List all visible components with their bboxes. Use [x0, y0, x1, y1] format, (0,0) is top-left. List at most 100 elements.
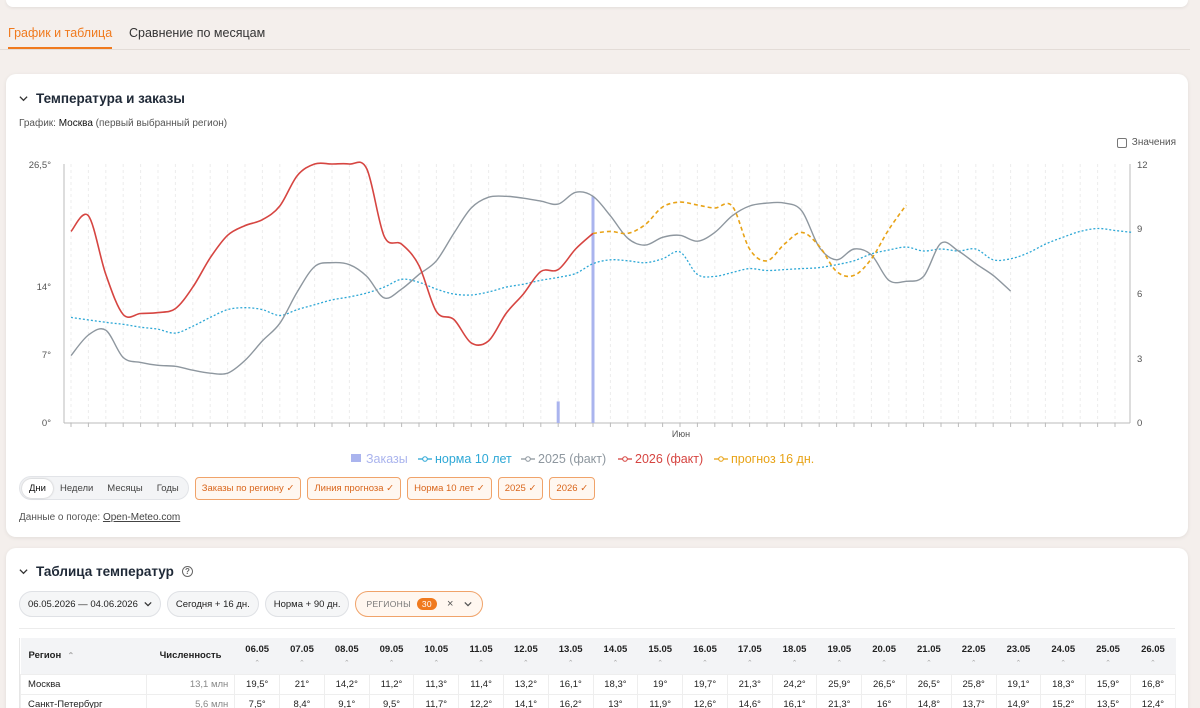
legend-forecast[interactable]: прогноз 16 дн.	[731, 452, 814, 466]
sort-icon[interactable]: ⌃	[478, 660, 485, 668]
sort-icon[interactable]: ⌃	[299, 660, 305, 668]
orders-bar[interactable]	[556, 401, 560, 423]
column-header-date[interactable]: 12.05 ⌃	[503, 638, 549, 674]
orders-bar[interactable]	[591, 196, 595, 423]
table-row[interactable]: Москва 13,1 млн 19,5° 21° 14,2° 11,2° 11,3° 11,…	[20, 673, 1176, 695]
period-years[interactable]: Годы	[156, 482, 179, 494]
clear-regions-icon[interactable]: ×	[446, 598, 454, 610]
sort-icon[interactable]: ⌃	[881, 660, 888, 668]
legend-2025[interactable]: 2025 (факт)	[538, 452, 606, 466]
sort-icon[interactable]: ⌃	[1060, 660, 1067, 668]
right-tick-3: 3	[1137, 354, 1142, 365]
norm-10y-line	[70, 227, 1133, 334]
legend-norm[interactable]: норма 10 лет	[435, 452, 512, 466]
sort-icon[interactable]: ⌃	[836, 660, 843, 668]
temperature-cell: 13,5°	[1085, 693, 1131, 708]
sort-icon[interactable]: ⌃	[254, 660, 261, 668]
temperature-cell: 24,2°	[771, 673, 818, 695]
chart-region-name: Москва	[58, 118, 93, 129]
column-header-date[interactable]: 11.05 ⌃	[458, 638, 504, 674]
column-header-date[interactable]: 09.05 ⌃	[369, 638, 414, 674]
table-divider	[19, 628, 1175, 629]
open-meteo-link[interactable]: Open-Meteo.com	[102, 512, 181, 523]
right-tick-6: 6	[1137, 289, 1142, 300]
temperature-cell: 14,9°	[995, 693, 1042, 708]
temperature-cell: 11,2°	[368, 673, 415, 695]
sort-icon[interactable]: ⌃	[612, 660, 619, 668]
sort-icon[interactable]: ⌃	[1150, 660, 1156, 668]
column-header-date[interactable]: 23.05 ⌃	[996, 638, 1041, 674]
norm-plus-90-button[interactable]: Норма + 90 дн.	[264, 591, 350, 617]
tab-chart-and-table[interactable]: График и таблица	[8, 26, 113, 49]
sort-icon[interactable]: ⌃	[791, 660, 798, 668]
temperature-cell: 19°	[637, 673, 684, 695]
temperature-cell: 21,3°	[726, 673, 773, 695]
sort-icon[interactable]: ⌃	[657, 660, 664, 668]
column-header-date[interactable]: 17.05 ⌃	[727, 638, 773, 674]
column-header-date[interactable]: 08.05 ⌃	[324, 638, 370, 674]
chip-2025[interactable]: 2025 ✓	[497, 476, 544, 500]
chip-norm-10y[interactable]: Норма 10 лет ✓	[407, 476, 492, 500]
legend-orders[interactable]: Заказы	[366, 452, 408, 466]
sort-icon[interactable]: ⌃	[65, 651, 75, 661]
column-header-date[interactable]: 07.05 ⌃	[279, 638, 325, 674]
period-months[interactable]: Месяцы	[107, 482, 143, 494]
column-header-population[interactable]: Численность	[146, 638, 235, 674]
table-filters: 06.05.2026 — 04.06.2026 Сегодня + 16 дн.…	[19, 591, 483, 617]
legend-forecast-marker	[714, 456, 728, 462]
values-toggle[interactable]: Значения	[1116, 137, 1176, 148]
column-header-date[interactable]: 06.05 ⌃	[234, 638, 280, 674]
chart-card: Температура и заказы График: Москва (пер…	[6, 74, 1188, 537]
values-checkbox[interactable]	[1116, 137, 1127, 148]
period-weeks[interactable]: Недели	[60, 482, 94, 494]
legend-2026[interactable]: 2026 (факт)	[635, 452, 703, 466]
sort-icon[interactable]: ⌃	[433, 660, 440, 668]
sort-icon[interactable]: ⌃	[970, 660, 977, 668]
regions-count-badge: 30	[416, 598, 437, 610]
sort-icon[interactable]: ⌃	[1105, 660, 1111, 668]
column-header-date[interactable]: 16.05 ⌃	[682, 638, 728, 674]
sort-icon[interactable]: ⌃	[343, 660, 350, 668]
sort-icon[interactable]: ⌃	[925, 660, 932, 668]
column-header-date[interactable]: 25.05 ⌃	[1085, 638, 1131, 674]
temperature-cell: 26,5°	[906, 673, 952, 695]
column-header-date[interactable]: 20.05 ⌃	[861, 638, 907, 674]
sort-icon[interactable]: ⌃	[1015, 660, 1022, 668]
table-card-header[interactable]: Таблица температур ?	[19, 564, 193, 579]
temperature-cell: 14,8°	[906, 693, 952, 708]
sort-icon[interactable]: ⌃	[522, 660, 529, 668]
column-header-date[interactable]: 21.05 ⌃	[906, 638, 952, 674]
help-icon[interactable]: ?	[181, 566, 193, 577]
column-header-date[interactable]: 22.05 ⌃	[951, 638, 997, 674]
chip-orders-by-region[interactable]: Заказы по региону ✓	[194, 476, 302, 500]
column-header-date[interactable]: 24.05 ⌃	[1040, 638, 1086, 674]
chip-forecast-line[interactable]: Линия прогноза ✓	[307, 476, 402, 500]
column-header-date[interactable]: 10.05 ⌃	[413, 638, 459, 674]
column-header-date[interactable]: 14.05 ⌃	[593, 638, 638, 674]
sort-icon[interactable]: ⌃	[567, 660, 574, 668]
legend-2026-marker	[618, 456, 632, 462]
column-header-date[interactable]: 18.05 ⌃	[772, 638, 817, 674]
forecast-16d-line	[592, 201, 907, 278]
sort-icon[interactable]: ⌃	[702, 660, 708, 668]
tab-month-comparison[interactable]: Сравнение по месяцам	[129, 26, 266, 40]
table-row[interactable]: Санкт-Петербург 5,6 млн 7,5° 8,4° 9,1° 9,5° 11…	[20, 693, 1176, 708]
date-range-select[interactable]: 06.05.2026 — 04.06.2026	[19, 591, 161, 617]
sort-icon[interactable]: ⌃	[746, 660, 753, 668]
column-header-date[interactable]: 19.05 ⌃	[816, 638, 862, 674]
column-header-date[interactable]: 13.05 ⌃	[548, 638, 594, 674]
column-header-date[interactable]: 26.05 ⌃	[1130, 638, 1176, 674]
chart-card-header[interactable]: Температура и заказы	[19, 91, 185, 106]
column-header-date[interactable]: 15.05 ⌃	[637, 638, 683, 674]
period-days[interactable]: Дни	[22, 478, 53, 498]
temperature-cell: 26,5°	[861, 673, 907, 695]
temperature-cell: 16,1°	[547, 673, 594, 695]
temperature-table-scroll[interactable]: Регион ⌃ Численность 06.05 ⌃ 07.05 ⌃ 08.05 ⌃ 09.…	[19, 638, 1176, 708]
sort-icon[interactable]: ⌃	[388, 660, 395, 668]
today-plus-16-button[interactable]: Сегодня + 16 дн.	[166, 591, 259, 617]
chart-axes	[63, 164, 1131, 424]
chip-2026[interactable]: 2026 ✓	[549, 476, 596, 500]
column-header-region[interactable]: Регион ⌃	[20, 638, 147, 674]
regions-select[interactable]: РЕГИОНЫ 30 ×	[355, 591, 483, 617]
temperature-cell: 18,3°	[592, 673, 639, 695]
